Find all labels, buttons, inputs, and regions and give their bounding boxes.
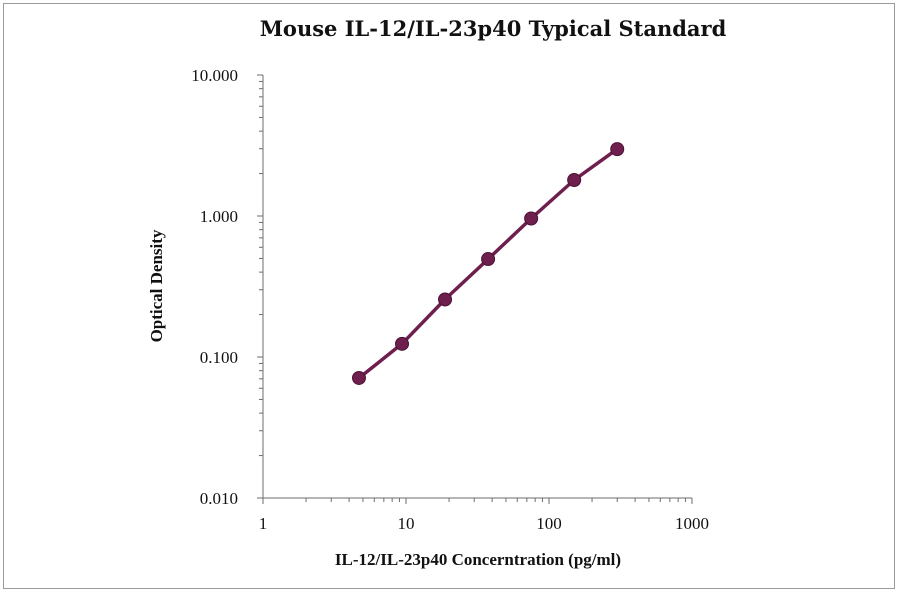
x-axis-title: IL-12/IL-23p40 Concerntration (pg/ml): [335, 550, 621, 569]
x-tick-label: 100: [536, 514, 562, 533]
axes: [262, 75, 692, 499]
y-axis-title: Optical Density: [147, 229, 166, 342]
data-point: [567, 173, 582, 188]
chart-title: Mouse IL-12/IL-23p40 Typical Standard: [260, 16, 727, 41]
data-point: [481, 252, 496, 267]
data-point: [351, 370, 366, 385]
x-tick-label: 1000: [675, 514, 709, 533]
x-tick-label: 1: [259, 514, 268, 533]
data-point: [524, 211, 539, 226]
data-point: [438, 292, 453, 307]
x-tick-label: 10: [398, 514, 415, 533]
y-tick-label: 0.100: [200, 348, 238, 367]
data-series: [351, 142, 625, 385]
y-tick-label: 10.000: [191, 66, 238, 85]
y-tick-label: 1.000: [200, 207, 238, 226]
y-tick-label: 0.010: [200, 489, 238, 508]
axis-ticks: [257, 74, 693, 504]
data-point: [610, 142, 625, 157]
tick-labels: 1 10 100 1000 0.010 0.100 1.000 10.000: [191, 66, 709, 533]
data-point: [395, 336, 410, 351]
